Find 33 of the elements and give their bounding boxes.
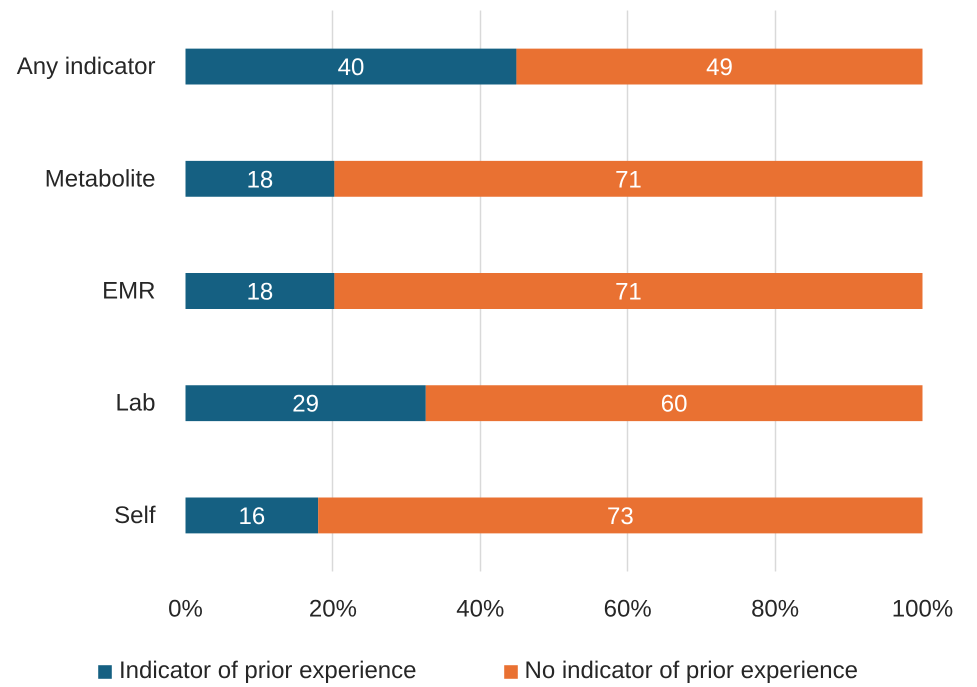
y-tick-label: Metabolite bbox=[44, 165, 156, 192]
y-tick-label: Lab bbox=[115, 390, 156, 417]
bar bbox=[426, 385, 922, 422]
bar bbox=[186, 273, 334, 309]
y-tick-label: EMR bbox=[102, 278, 156, 304]
annotation: 71 bbox=[615, 278, 642, 306]
bar bbox=[334, 273, 922, 309]
legend-label: No indicator of prior experience bbox=[524, 657, 858, 685]
bar bbox=[334, 160, 922, 197]
x-tick-label: 0% bbox=[168, 596, 203, 622]
annotation: 40 bbox=[338, 54, 364, 82]
x-tick-label: 60% bbox=[604, 596, 652, 622]
x-tick-label: 100% bbox=[892, 596, 954, 622]
bar bbox=[186, 160, 334, 197]
bar bbox=[186, 497, 318, 534]
annotation: 60 bbox=[660, 390, 688, 418]
annotation: 18 bbox=[246, 278, 274, 306]
annotation: 71 bbox=[615, 166, 642, 194]
y-tick-label: Any indicator bbox=[16, 53, 156, 80]
x-tick-label: 40% bbox=[456, 596, 504, 622]
annotation: 29 bbox=[292, 390, 319, 418]
annotation: 49 bbox=[706, 54, 733, 82]
legend-label: Indicator of prior experience bbox=[119, 657, 416, 685]
bar bbox=[186, 48, 516, 85]
bar bbox=[186, 385, 426, 422]
annotation: 18 bbox=[246, 166, 274, 194]
bar bbox=[516, 48, 922, 85]
bar bbox=[318, 497, 922, 534]
y-tick-label: Self bbox=[114, 502, 156, 529]
x-tick-label: 20% bbox=[308, 596, 357, 622]
x-tick-label: 80% bbox=[751, 596, 800, 622]
annotation: 73 bbox=[606, 502, 634, 530]
annotation: 16 bbox=[238, 502, 266, 530]
